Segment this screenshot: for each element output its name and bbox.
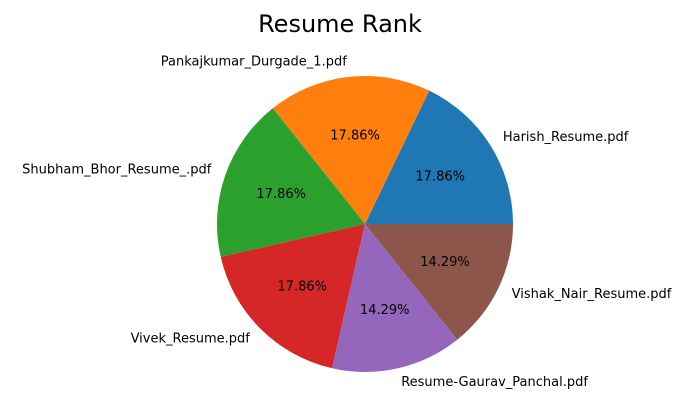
slice-label: Shubham_Bhor_Resume_.pdf <box>22 163 212 178</box>
slice-percent-label: 17.86% <box>256 187 306 202</box>
slice-label: Resume-Gaurav_Panchal.pdf <box>401 375 588 390</box>
pie-slice <box>365 90 513 225</box>
slice-percent-label: 14.29% <box>420 255 470 270</box>
slice-percent-label: 17.86% <box>277 279 327 294</box>
pie-slice <box>365 224 513 340</box>
pie-slices <box>217 76 513 372</box>
pie-slice <box>272 76 430 225</box>
slice-labels: Harish_Resume.pdf Pankajkumar_Durgade_1.p… <box>22 55 672 391</box>
slice-percent-label: 17.86% <box>415 169 465 184</box>
slice-percent-label: 17.86% <box>330 128 380 143</box>
pie-slice <box>332 224 458 372</box>
slice-label: Vivek_Resume.pdf <box>131 332 251 347</box>
chart-title: Resume Rank <box>258 10 422 38</box>
percent-labels: 17.86% 17.86% 17.86% 17.86% 14.29% 14.29% <box>256 128 469 318</box>
pie-slice <box>220 224 365 369</box>
pie-slice <box>217 108 365 257</box>
slice-label: Vishak_Nair_Resume.pdf <box>512 287 672 302</box>
slice-label: Harish_Resume.pdf <box>503 130 629 145</box>
slice-label: Pankajkumar_Durgade_1.pdf <box>161 55 347 70</box>
slice-percent-label: 14.29% <box>360 303 410 318</box>
